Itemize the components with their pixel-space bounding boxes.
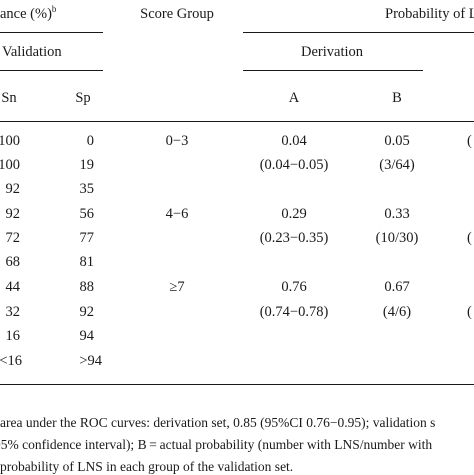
validation-header: Validation [2, 44, 62, 60]
sn-cell: 44 [5, 279, 21, 295]
b-header: B [392, 90, 402, 106]
validation-rule [0, 70, 103, 71]
sn-cell: 92 [5, 181, 21, 197]
derivation-rule [243, 70, 423, 71]
prob-a-ci-cell: (0.74−0.78) [259, 304, 329, 320]
sp-header: Sp [75, 90, 91, 106]
derivation-header: Derivation [300, 44, 364, 60]
footnote-line: probability of LNS in each group of the … [0, 459, 294, 474]
prob-a-ci-cell: (0.23−0.35) [259, 230, 329, 246]
sn-cell: <16 [0, 353, 22, 369]
performance-header: ance (%)b [0, 4, 57, 23]
sn-cell: 100 [0, 133, 20, 149]
score-group-cell: ≥7 [169, 279, 185, 295]
sp-cell: 92 [79, 304, 95, 320]
prob-a-cell: 0.04 [281, 133, 307, 149]
score-group-cell: 0−3 [165, 133, 189, 149]
sn-cell: 68 [5, 254, 21, 270]
prob-b-cell: 0.05 [384, 133, 410, 149]
probability-header: Probability of L [385, 6, 474, 22]
clipped-cell: ( [467, 230, 472, 246]
probability-spanner-rule [243, 32, 474, 33]
header-bottom-rule [0, 121, 474, 122]
sp-cell: 56 [79, 206, 95, 222]
validation-spanner-rule [0, 32, 103, 33]
prob-b-ci-cell: (10/30) [375, 230, 419, 246]
clipped-cell: ( [467, 304, 472, 320]
sp-cell: 35 [79, 181, 95, 197]
sn-cell: 32 [5, 304, 21, 320]
sn-cell: 92 [5, 206, 21, 222]
sp-cell: >94 [79, 353, 102, 369]
prob-a-cell: 0.29 [281, 206, 307, 222]
sp-cell: 88 [79, 279, 95, 295]
score-group-cell: 4−6 [165, 206, 189, 222]
sp-cell: 81 [79, 254, 95, 270]
prob-a-cell: 0.76 [281, 279, 307, 295]
a-header: A [288, 90, 300, 106]
clipped-cell: ( [467, 133, 472, 149]
sn-header: Sn [1, 90, 17, 106]
sn-cell: 16 [5, 328, 21, 344]
sp-cell: 77 [79, 230, 95, 246]
sp-cell: 94 [79, 328, 95, 344]
prob-b-cell: 0.67 [384, 279, 410, 295]
prob-a-ci-cell: (0.04−0.05) [259, 157, 329, 173]
sp-cell: 0 [86, 133, 94, 149]
prob-b-cell: 0.33 [384, 206, 410, 222]
footnote-line: 95% confidence interval); B = actual pro… [0, 437, 433, 452]
score-group-header: Score Group [140, 6, 214, 22]
footnote-line: area under the ROC curves: derivation se… [0, 415, 436, 430]
sn-cell: 100 [0, 157, 20, 173]
sp-cell: 19 [79, 157, 95, 173]
sn-cell: 72 [5, 230, 21, 246]
prob-b-ci-cell: (4/6) [382, 304, 412, 320]
prob-b-ci-cell: (3/64) [379, 157, 415, 173]
table-bottom-rule [0, 384, 474, 385]
